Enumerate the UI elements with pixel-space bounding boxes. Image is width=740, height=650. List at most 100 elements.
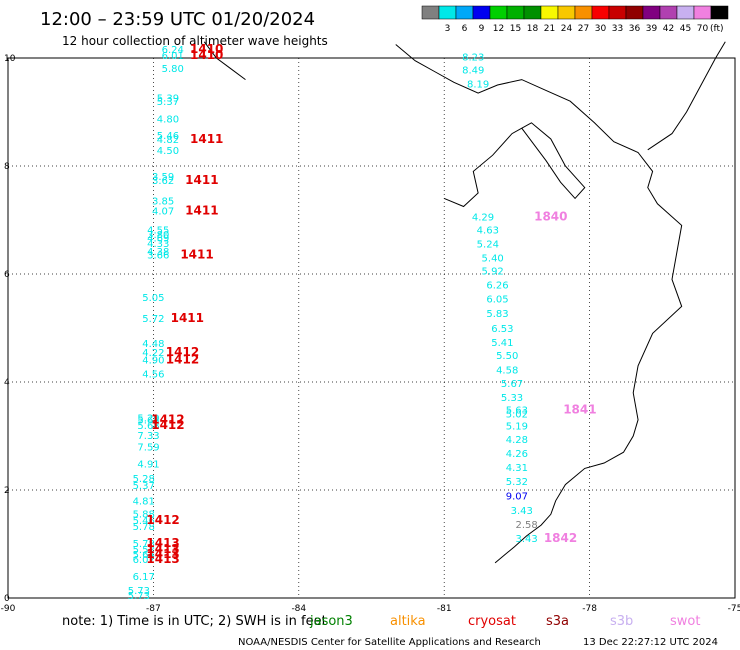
colorbar-swatch — [438, 5, 457, 20]
coastline-costa-rica — [203, 41, 246, 81]
swh-value: 4.38 — [147, 247, 169, 258]
pass-number: 1413 — [146, 552, 179, 566]
swh-value: 5.80 — [162, 64, 184, 75]
axis-ticks: -90 -87 -84 -81 -78 -75 0 2 4 6 8 10 — [1, 54, 740, 614]
swh-value: 4.50 — [157, 146, 179, 157]
swh-value: 5.46 — [157, 131, 179, 142]
swh-value: 5.05 — [142, 293, 164, 304]
coastline-gulf — [444, 122, 586, 208]
colorbar-swatch — [421, 5, 440, 20]
colorbar-swatch — [676, 5, 695, 20]
legend-item: swot — [670, 614, 700, 629]
map-frame — [7, 57, 736, 599]
pass-number: 1411 — [190, 132, 223, 146]
swh-labels: 6.246.015.805.395.374.805.464.824.503.59… — [128, 42, 597, 602]
page-title: 12:00 – 23:59 UTC 01/20/2024 — [40, 9, 315, 30]
swh-value: 5.24 — [477, 240, 499, 251]
swh-value: 8.49 — [462, 66, 484, 77]
swh-value: 3.59 — [152, 172, 174, 183]
swh-value: 5.37 — [133, 481, 155, 492]
legend-item: cryosat — [468, 614, 516, 629]
swh-value: 5.78 — [133, 539, 155, 550]
latitude-tick-label: 10 — [4, 54, 16, 64]
swh-value: 4.55 — [147, 226, 169, 237]
longitude-tick-label: -87 — [146, 604, 161, 614]
swh-value: 5.41 — [491, 338, 513, 349]
colorbar-tick-label: 42 — [663, 24, 674, 34]
swh-value: 5.39 — [157, 94, 179, 105]
colorbar-swatch — [625, 5, 644, 20]
latitude-tick-label: 0 — [4, 594, 10, 604]
swh-value: 5.73 — [128, 586, 150, 597]
colorbar-tick-label: 39 — [646, 24, 658, 34]
colorbar-swatch — [591, 5, 610, 20]
swh-value: 3.80 — [147, 230, 169, 241]
swh-value: 4.48 — [142, 339, 164, 350]
colorbar-tick-label: 27 — [578, 24, 589, 34]
pass-number: 1412 — [166, 353, 199, 367]
colorbar-swatch — [642, 5, 661, 20]
swh-value: 8.19 — [467, 80, 489, 91]
colorbar-tick-label: 15 — [510, 24, 521, 34]
wave-height-colorbar: 3 6 9 12 15 18 21 24 27 30 33 36 39 42 45 70 (ft) — [421, 5, 729, 34]
colorbar-tick-label: 18 — [527, 24, 539, 34]
swh-value: 5.92 — [482, 267, 504, 278]
colorbar-tick-label: 9 — [479, 24, 485, 34]
coastline — [203, 41, 726, 564]
swh-value: 5.65 — [137, 416, 159, 427]
pass-number: 1411 — [180, 247, 213, 261]
colorbar-tick-label: 21 — [544, 24, 555, 34]
swh-value: 9.07 — [506, 492, 528, 503]
swh-value: 5.02 — [506, 410, 528, 421]
swh-value: 6.17 — [133, 572, 155, 583]
latitude-tick-label: 6 — [4, 270, 10, 280]
pass-number: 1410 — [190, 48, 223, 62]
legend-item: jason3 — [309, 614, 353, 629]
pass-number: 1840 — [534, 210, 567, 224]
colorbar-tick-label: 12 — [493, 24, 504, 34]
colorbar-tick-label: 6 — [462, 24, 468, 34]
pass-number: 1841 — [563, 402, 596, 416]
colorbar-swatch — [659, 5, 678, 20]
swh-value: 3.85 — [152, 196, 174, 207]
colorbar-tick-label: 36 — [629, 24, 641, 34]
swh-value: 3.43 — [511, 506, 533, 517]
swh-value: 5.33 — [501, 393, 523, 404]
colorbar-swatch — [506, 5, 525, 20]
swh-value: 5.88 — [133, 510, 155, 521]
coastline-caribbean — [647, 41, 726, 151]
longitude-tick-label: -78 — [582, 604, 597, 614]
longitude-tick-label: -84 — [291, 604, 306, 614]
coastline-pacific — [395, 44, 683, 564]
colorbar-tick-label: 30 — [595, 24, 607, 34]
pass-number: 1412 — [151, 418, 184, 432]
colorbar-swatch — [693, 5, 712, 20]
swh-value: 4.63 — [477, 226, 499, 237]
colorbar-swatch — [523, 5, 542, 20]
swh-value: 4.29 — [472, 213, 494, 224]
swh-value: 4.56 — [142, 370, 164, 381]
swh-value: 5.19 — [506, 422, 528, 433]
swh-value: 3.62 — [152, 176, 174, 187]
swh-value: 5.73 — [128, 591, 150, 602]
longitude-tick-label: -81 — [437, 604, 452, 614]
swh-value: 5.64 — [133, 550, 155, 561]
swh-value: 5.72 — [142, 314, 164, 325]
swh-value: 6.01 — [162, 51, 184, 62]
swh-value: 4.28 — [506, 435, 528, 446]
pass-number: 1411 — [171, 311, 204, 325]
colorbar-swatch — [455, 5, 474, 20]
colorbar-tick-label: 24 — [561, 24, 573, 34]
swh-value: 8.23 — [462, 53, 484, 64]
swh-value: 3.66 — [147, 250, 169, 261]
longitude-tick-label: -90 — [1, 604, 16, 614]
latitude-tick-label: 4 — [4, 378, 10, 388]
swh-value: 4.90 — [142, 356, 164, 367]
swh-value: 7.33 — [137, 431, 159, 442]
swh-value: 4.82 — [157, 135, 179, 146]
swh-value: 6.53 — [491, 324, 513, 335]
colorbar-tick-label: 70 — [697, 24, 709, 34]
swh-value: 4.58 — [496, 365, 518, 376]
swh-value: 5.63 — [506, 405, 528, 416]
